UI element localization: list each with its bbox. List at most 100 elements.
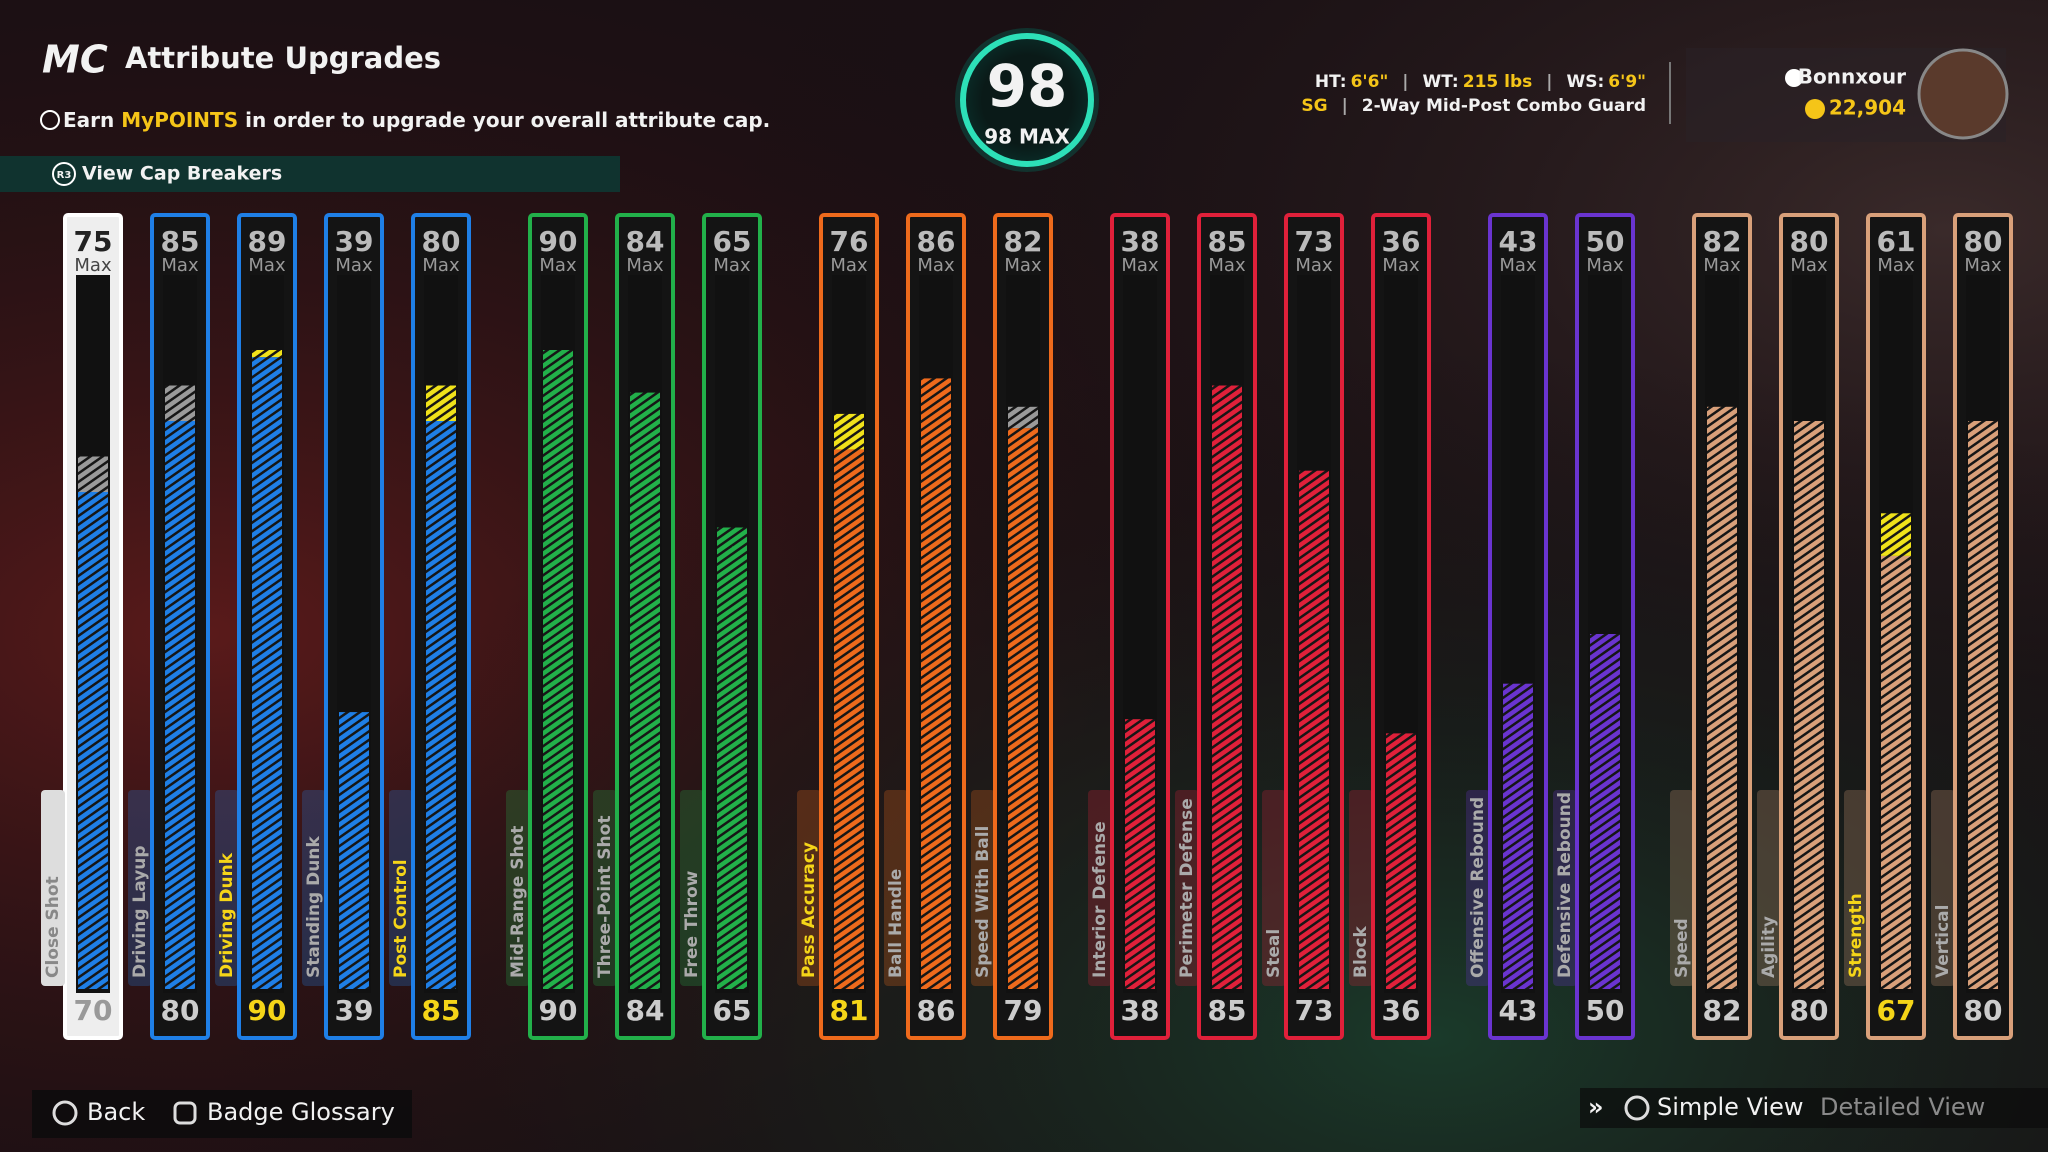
attribute-name: Speed: [1672, 918, 1692, 978]
max-label: Max: [713, 255, 751, 276]
current-value: 43: [1499, 994, 1538, 1027]
attribute-name: Block: [1351, 925, 1371, 978]
wt: 215 lbs: [1463, 72, 1533, 92]
attribute-bar: [1008, 428, 1038, 990]
current-value: 80: [1790, 994, 1829, 1027]
separator: |: [1342, 96, 1348, 116]
name-tab: [1262, 790, 1286, 986]
info-highlight: MyPOINTS: [121, 108, 238, 132]
current-value: 67: [1877, 994, 1916, 1027]
cap-value: 80: [1964, 225, 2003, 258]
attribute-bar: [1794, 421, 1824, 989]
name-tab: [1349, 790, 1373, 986]
current-value: 39: [335, 994, 374, 1027]
cap-segment: [1008, 406, 1038, 429]
attribute-name: Mid-Range Shot: [508, 826, 528, 978]
max-label: Max: [1964, 255, 2002, 276]
r3-label: R3: [57, 170, 72, 181]
attribute-name: Strength: [1846, 893, 1866, 978]
name-tab: [1553, 790, 1577, 986]
max-label: Max: [1382, 255, 1420, 276]
attribute-bar: [1212, 385, 1242, 989]
cap-breakers-bar[interactable]: [0, 156, 620, 192]
wt-label: WT:: [1423, 72, 1459, 92]
upgrade-segment: [834, 413, 864, 450]
attribute-bar: [921, 378, 951, 989]
position-line: SG | 2-Way Mid-Post Combo Guard: [1301, 96, 1646, 116]
cap-value: 90: [539, 225, 578, 258]
toggle-icon: »: [1588, 1093, 1604, 1121]
attribute-bar: [339, 712, 369, 989]
circle-button: [52, 1100, 78, 1126]
name-tab: [1844, 790, 1868, 986]
separator: |: [1546, 72, 1552, 92]
simple-view[interactable]: Simple View: [1657, 1093, 1804, 1121]
current-value: 36: [1382, 994, 1421, 1027]
cap-value: 80: [422, 225, 461, 258]
max-label: Max: [161, 255, 199, 276]
name-tab: [302, 790, 326, 986]
current-value: 79: [1004, 994, 1043, 1027]
attribute-bar: [834, 449, 864, 989]
current-value: 82: [1703, 994, 1742, 1027]
cap-breakers-label[interactable]: View Cap Breakers: [82, 163, 282, 185]
vc-icon: [1805, 99, 1825, 119]
view-toggle-panel: [1580, 1088, 2048, 1128]
attribute-name: Perimeter Defense: [1177, 798, 1197, 978]
attribute-bar: [717, 527, 747, 989]
name-tab: [389, 790, 413, 986]
attribute-bar: [1299, 470, 1329, 989]
attribute-bar: [78, 492, 108, 989]
cap-value: 75: [74, 225, 113, 258]
attribute-name: Steal: [1264, 929, 1284, 978]
current-value: 50: [1586, 994, 1625, 1027]
logo: MC: [42, 38, 108, 82]
info-prefix: Earn: [63, 108, 114, 132]
upgrade-segment: [426, 385, 456, 421]
max-label: Max: [1790, 255, 1828, 276]
attribute-bar: [1503, 683, 1533, 989]
ws: 6'9": [1608, 72, 1646, 92]
overall-value: 98: [987, 52, 1068, 120]
attribute-name: Close Shot: [43, 876, 63, 978]
current-value: 38: [1121, 994, 1160, 1027]
attribute-name: Speed With Ball: [973, 826, 993, 978]
detailed-view[interactable]: Detailed View: [1820, 1093, 1985, 1121]
attribute-bar: [165, 421, 195, 989]
attribute-bar: [1707, 406, 1737, 989]
cap-value: 61: [1877, 225, 1916, 258]
attribute-bar: [543, 350, 573, 989]
attribute-name: Interior Defense: [1090, 821, 1110, 978]
attribute-bar: [1590, 634, 1620, 989]
back-button[interactable]: Back: [87, 1098, 145, 1126]
name-tab: [215, 790, 239, 986]
current-value: 90: [248, 994, 287, 1027]
attribute-name: Vertical: [1933, 905, 1953, 978]
max-label: Max: [1121, 255, 1159, 276]
attribute-bar: [630, 392, 660, 990]
name-tab: [1175, 790, 1199, 986]
current-value: 80: [1964, 994, 2003, 1027]
cap-value: 80: [1790, 225, 1829, 258]
ht-label: HT:: [1315, 72, 1347, 92]
cap-segment: [165, 385, 195, 421]
avatar: [1917, 48, 2009, 140]
cap-value: 89: [248, 225, 287, 258]
attribute-name: Driving Layup: [130, 845, 150, 978]
badge-glossary-button[interactable]: Badge Glossary: [207, 1098, 395, 1126]
r3-button: [52, 162, 76, 186]
attribute-name: Pass Accuracy: [799, 842, 819, 978]
cap-value: 85: [161, 225, 200, 258]
attribute-bar: [252, 357, 282, 990]
cap-segment: [78, 456, 108, 492]
cap-value: 39: [335, 225, 374, 258]
current-value: 80: [161, 994, 200, 1027]
name-tab: [41, 790, 65, 986]
attribute-bar: [1125, 719, 1155, 989]
upgrade-segment: [1881, 513, 1911, 556]
name-tab: [506, 790, 530, 986]
attribute-name: Ball Handle: [886, 869, 906, 978]
current-value: 85: [1208, 994, 1247, 1027]
max-label: Max: [422, 255, 460, 276]
